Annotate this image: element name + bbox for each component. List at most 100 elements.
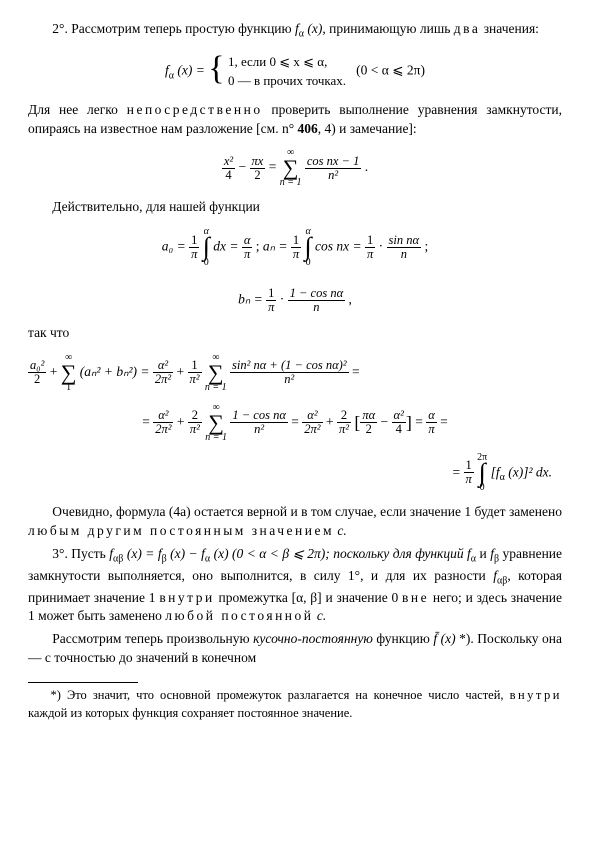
- para-2: Для нее легко непосредственно проверить …: [28, 101, 562, 139]
- d: 2π²: [153, 423, 173, 436]
- n: πx: [250, 155, 266, 169]
- t: , 4) и замечание]:: [318, 121, 417, 136]
- d: π: [365, 248, 375, 261]
- n: πα: [360, 409, 377, 423]
- t: каждой из которых функция сохраняет пост…: [28, 706, 352, 720]
- n: sin² nα + (1 − cos nα)²: [230, 359, 349, 373]
- para-3: Действительно, для нашей функции: [28, 198, 562, 217]
- d: 2π²: [302, 423, 322, 436]
- para-1: 2°. Рассмотрим теперь простую функцию fα…: [28, 20, 562, 42]
- d: n²: [230, 423, 288, 436]
- d: 4: [392, 423, 406, 436]
- n: sin nα: [387, 234, 422, 248]
- n: α²: [153, 359, 173, 373]
- n: a₀²: [28, 359, 46, 373]
- m: (x) − f: [167, 546, 205, 561]
- integral-icon: α∫0: [203, 227, 210, 268]
- cond: (0 < α ⩽ 2π): [356, 62, 425, 77]
- d: 4: [222, 169, 235, 182]
- footnote-rule: [28, 682, 138, 683]
- and: и: [476, 546, 490, 561]
- ref: 406: [297, 121, 317, 136]
- d: 2π²: [153, 373, 173, 386]
- emph: два: [454, 21, 481, 36]
- emph: внутри: [510, 688, 562, 702]
- case1: 1, если 0 ⩽ x ⩽ α,: [228, 54, 327, 69]
- n: α²: [392, 409, 406, 423]
- eq: =: [269, 159, 280, 174]
- equation-chain-3: = 1π 2π∫0 [fα (x)]² dx.: [28, 453, 562, 494]
- sum-icon: ∞∑1: [61, 353, 77, 393]
- n: 1: [291, 234, 301, 248]
- p: +: [177, 414, 188, 429]
- integral-icon: 2π∫0: [477, 453, 487, 494]
- d: π: [291, 248, 301, 261]
- d: n: [387, 248, 422, 261]
- dot: .: [365, 159, 368, 174]
- p: +: [326, 414, 337, 429]
- n: 1: [464, 459, 474, 473]
- b: n = 1: [205, 433, 227, 443]
- d: 2: [360, 423, 377, 436]
- a: (x) = f: [123, 546, 161, 561]
- equation-series-1: x²4 − πx2 = ∞∑n = 1 cos nx − 1n² .: [28, 148, 562, 188]
- t: *) Это значит, что основной промежуток р…: [51, 688, 510, 702]
- emph: непосредственно: [127, 102, 263, 117]
- s: αβ: [113, 554, 123, 565]
- sum-icon: ∞∑n = 1: [205, 353, 227, 393]
- a: (x) =: [174, 62, 208, 77]
- eq: =: [352, 364, 360, 379]
- t: Рассмотрим теперь произвольную: [52, 631, 253, 646]
- semi: ;: [256, 239, 263, 254]
- t: Для нее легко: [28, 102, 127, 117]
- sum-icon: ∞∑n = 1: [205, 403, 227, 443]
- para-5: 3°. Пусть fαβ (x) = fβ (x) − fα (x) (0 <…: [28, 545, 562, 626]
- para-4: Очевидно, формула (4а) остается верной и…: [28, 503, 562, 541]
- c: c.: [334, 523, 347, 538]
- bn: bₙ =: [238, 292, 266, 307]
- n: 2: [337, 409, 351, 423]
- para-so: так что: [28, 324, 562, 343]
- op: −: [239, 159, 250, 174]
- integral-icon: α∫0: [305, 227, 312, 268]
- d: 2: [250, 169, 266, 182]
- d: 2: [28, 373, 46, 386]
- n: 1: [189, 234, 199, 248]
- d: π²: [188, 423, 202, 436]
- equation-f-alpha: fα (x) = { 1, если 0 ⩽ x ⩽ α, 0 — в проч…: [28, 52, 562, 91]
- pw: кусочно-постоянную: [253, 631, 373, 646]
- d: n: [288, 301, 346, 314]
- b: n = 1: [205, 383, 227, 393]
- d: π: [426, 423, 437, 436]
- eq: =: [142, 414, 153, 429]
- cases: 1, если 0 ⩽ x ⩽ α, 0 — в прочих точках.: [228, 52, 346, 91]
- dx: dx =: [213, 239, 242, 254]
- n: 1: [266, 287, 276, 301]
- d: π: [266, 301, 276, 314]
- footnote: *) Это значит, что основной промежуток р…: [28, 687, 562, 722]
- b1: [f: [491, 464, 500, 479]
- f: f̄ (x): [433, 631, 455, 646]
- p: +: [177, 364, 188, 379]
- n: 1: [188, 359, 202, 373]
- n: 1 − cos nα: [288, 287, 346, 301]
- a0: a₀ =: [162, 239, 189, 254]
- e: (x) (0 < α < β ⩽ 2π); поскольку для функ…: [210, 546, 467, 561]
- t: функцию: [373, 631, 434, 646]
- para-6: Рассмотрим теперь произвольную кусочно-п…: [28, 630, 562, 668]
- t: , принимающую лишь: [322, 21, 453, 36]
- d: π²: [188, 373, 202, 386]
- t: промежутка [α, β] и значение 0: [215, 590, 402, 605]
- n: α: [426, 409, 437, 423]
- body: (aₙ² + bₙ²) =: [80, 364, 153, 379]
- n: 1: [365, 234, 375, 248]
- n: α²: [302, 409, 322, 423]
- case2: 0 — в прочих точках.: [228, 73, 346, 88]
- emph: внутри: [159, 590, 214, 605]
- s: αβ: [497, 576, 507, 587]
- d: π: [189, 248, 199, 261]
- emph: любой постоянной: [165, 608, 313, 623]
- t: значения:: [480, 21, 539, 36]
- n: α: [242, 234, 253, 248]
- b2: (x)]² dx.: [505, 464, 552, 479]
